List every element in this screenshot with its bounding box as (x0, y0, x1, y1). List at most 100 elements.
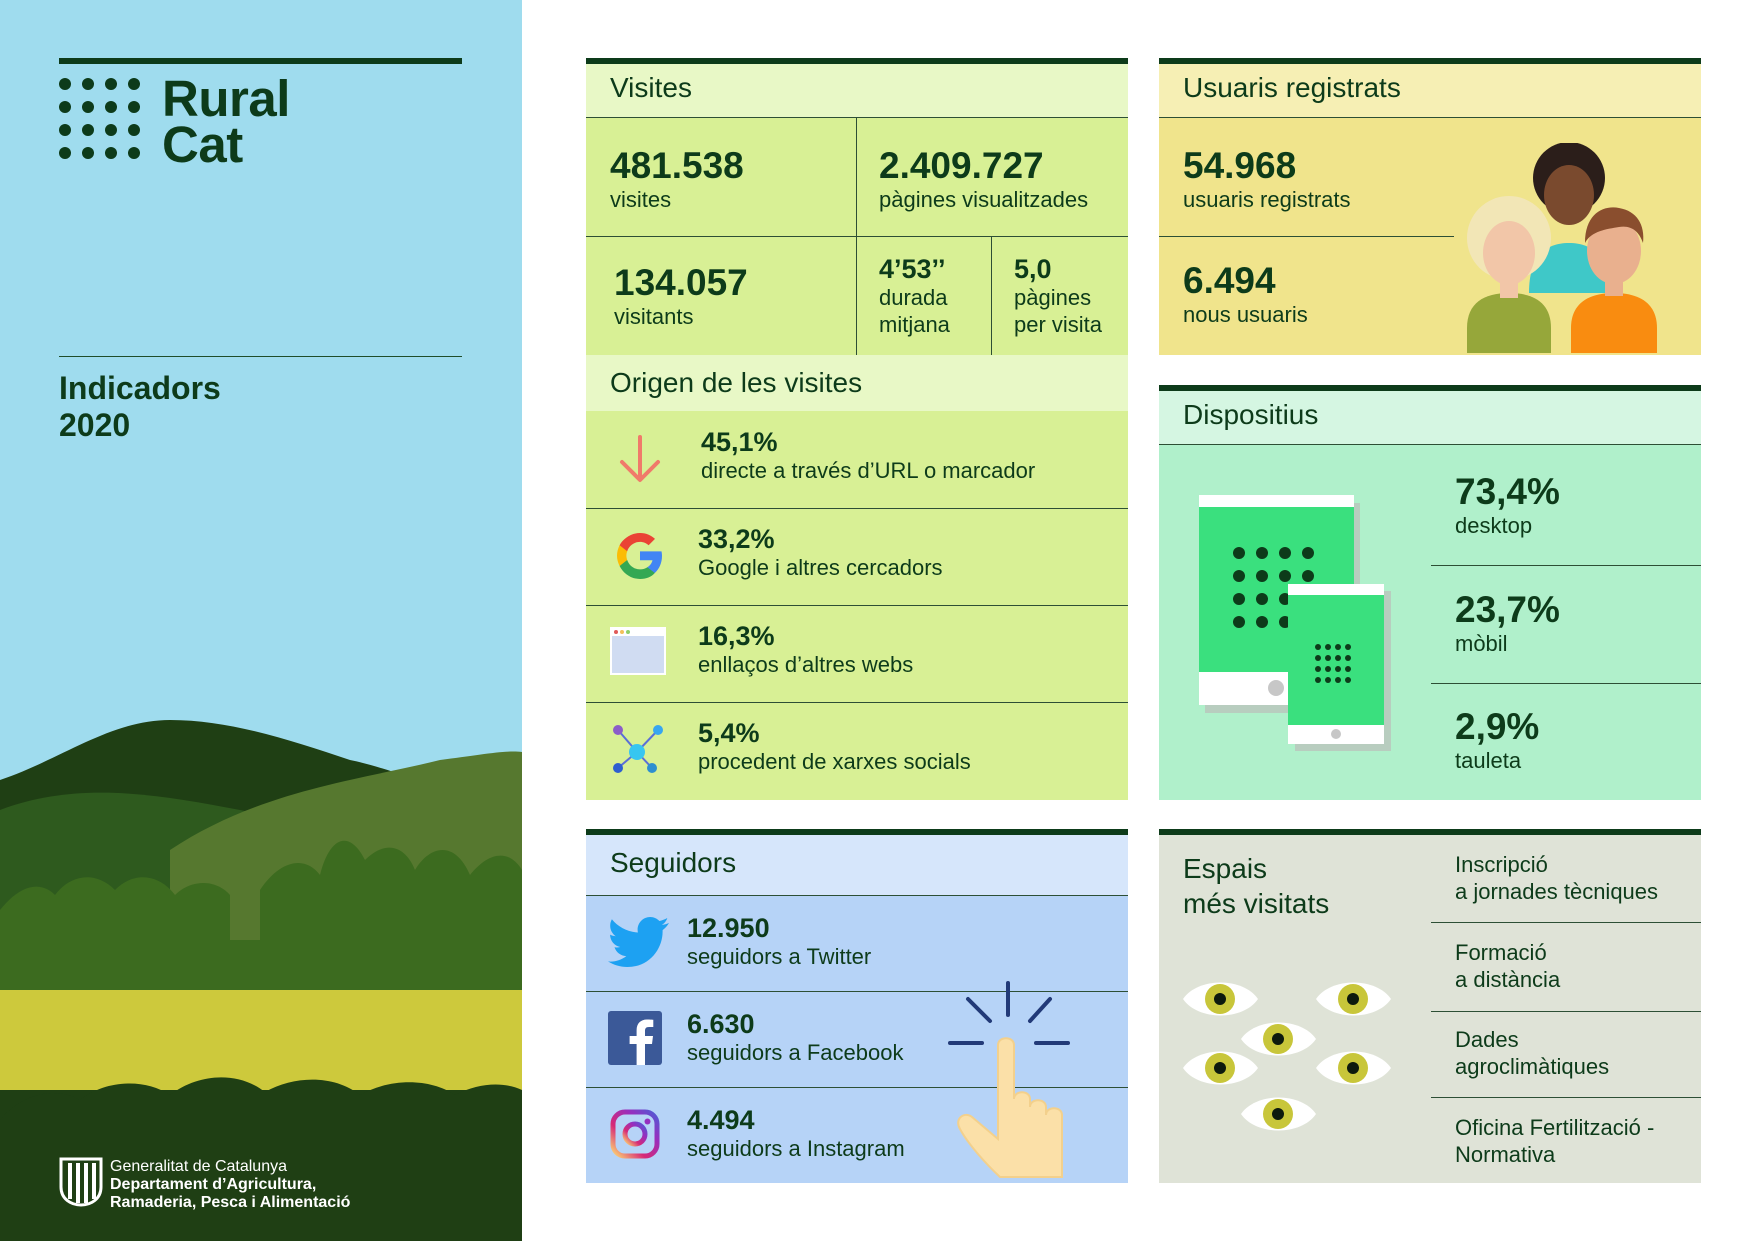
divider (1431, 1011, 1701, 1012)
footer-line-3: Ramaderia, Pesca i Alimentació (110, 1194, 351, 1211)
espai-line-1: Oficina Fertilització - (1455, 1115, 1655, 1140)
divider (586, 117, 1128, 118)
origen-title: Origen de les visites (610, 367, 863, 398)
espais-card: Espais més visitats Inscripció a jornade… (1159, 829, 1701, 1183)
divider (586, 508, 1128, 509)
report-title-text: Indicadors (59, 370, 221, 406)
facebook-icon (608, 1011, 662, 1065)
origen-row: 5,4% procedent de xarxes socials (586, 702, 1128, 800)
device-value: 2,9% (1455, 706, 1540, 747)
ppv-label-1: pàgines (1014, 285, 1092, 310)
new-users-value: 6.494 (1183, 260, 1276, 301)
divider (1159, 444, 1701, 445)
espai-item: Inscripció a jornades tècniques (1455, 851, 1658, 905)
origen-label: Google i altres cercadors (698, 555, 943, 580)
visites-header (586, 64, 1128, 117)
pointing-hand-icon (948, 981, 1070, 1178)
arrow-down-icon (620, 435, 660, 482)
origen-row: 33,2% Google i altres cercadors (586, 508, 1128, 605)
duration-label-1: durada (879, 285, 948, 310)
registered-stat: 54.968 usuaris registrats (1183, 146, 1351, 213)
duration-value: 4’53’’ (879, 254, 946, 284)
device-label: desktop (1455, 513, 1533, 538)
espai-line-1: Dades (1455, 1027, 1519, 1052)
eyes-illustration (1183, 982, 1391, 1131)
divider (586, 605, 1128, 606)
visits-value: 481.538 (610, 145, 744, 186)
follower-label: seguidors a Instagram (687, 1136, 905, 1161)
divider (1431, 683, 1701, 684)
pages-value: 2.409.727 (879, 145, 1044, 186)
devices-illustration (1199, 495, 1391, 751)
logo-line-1: Rural (162, 70, 290, 127)
follower-value: 6.630 (687, 1009, 755, 1039)
espai-item: Dades agroclimàtiques (1455, 1026, 1609, 1080)
origen-value: 33,2% (698, 524, 775, 554)
follower-value: 4.494 (687, 1105, 755, 1135)
new-users-label: nous usuaris (1183, 302, 1308, 327)
divider (1159, 236, 1454, 237)
google-icon (617, 533, 662, 579)
visites-card: Visites 481.538 visites 2.409.727 pàgine… (586, 58, 1128, 800)
divider (586, 1087, 1128, 1088)
espai-item: Oficina Fertilització - Normativa (1455, 1114, 1654, 1168)
generalitat-footer: Generalitat de Catalunya Departament d’A… (110, 1158, 350, 1212)
follower-row: 4.494 seguidors a Instagram (586, 1087, 1128, 1183)
footer-line-1: Generalitat de Catalunya (110, 1158, 287, 1175)
left-panel: Rural Cat Indicadors 2020 Generalitat de… (0, 0, 522, 1241)
left-divider (59, 356, 462, 357)
landscape-illustration (0, 720, 522, 1241)
ppv-label-2: per visita (1014, 312, 1103, 337)
instagram-icon (610, 1109, 660, 1159)
dispositius-header (1159, 391, 1701, 444)
follower-row: 6.630 seguidors a Facebook (586, 991, 1128, 1087)
device-label: mòbil (1455, 631, 1508, 656)
footer-line-2: Departament d’Agricultura, (110, 1176, 317, 1193)
divider (586, 702, 1128, 703)
origen-row: 16,3% enllaços d’altres webs (586, 605, 1128, 702)
divider (1431, 1097, 1701, 1098)
espai-line-2: a distància (1455, 967, 1561, 992)
device-value: 23,7% (1455, 589, 1560, 630)
new-users-stat: 6.494 nous usuaris (1183, 261, 1308, 328)
usuaris-card: Usuaris registrats 54.968 usuaris regist… (1159, 58, 1701, 355)
visits-stat: 481.538 visites (610, 146, 744, 213)
visitors-stat: 134.057 visitants (614, 263, 748, 330)
espai-line-1: Inscripció (1455, 852, 1548, 877)
follower-value: 12.950 (687, 913, 770, 943)
logo-line-2: Cat (162, 116, 243, 173)
device-stat: 23,7% mòbil (1455, 590, 1560, 657)
origen-value: 45,1% (701, 427, 778, 457)
pages-label: pàgines visualitzades (879, 187, 1089, 212)
visites-title: Visites (610, 72, 692, 103)
espai-line-2: agroclimàtiques (1455, 1054, 1610, 1079)
divider (1431, 565, 1701, 566)
espais-title-line-1: Espais (1183, 853, 1268, 884)
device-stat: 2,9% tauleta (1455, 707, 1539, 774)
origen-row: 45,1% directe a través d’URL o marcador (586, 411, 1128, 508)
card-topbar (586, 58, 1128, 64)
card-topbar (1159, 829, 1701, 835)
pages-stat: 2.409.727 pàgines visualitzades (879, 146, 1088, 213)
generalitat-logo-icon (59, 1157, 103, 1207)
report-year: 2020 (59, 407, 131, 443)
divider (1431, 922, 1701, 923)
ppv-value: 5,0 (1014, 254, 1052, 284)
ruralcat-logo-dots-icon (59, 78, 140, 159)
twitter-icon (608, 917, 669, 967)
espai-item: Formació a distància (1455, 939, 1560, 993)
espai-line-1: Formació (1455, 940, 1547, 965)
visits-label: visites (610, 187, 672, 212)
origen-header (586, 355, 1128, 411)
seguidors-title: Seguidors (610, 847, 737, 878)
origen-value: 5,4% (698, 718, 760, 748)
divider (991, 236, 992, 355)
network-icon (613, 725, 663, 773)
visitors-value: 134.057 (614, 262, 748, 303)
device-label: tauleta (1455, 748, 1522, 773)
dispositius-title: Dispositius (1183, 399, 1319, 430)
logo-rule (59, 58, 462, 64)
device-value: 73,4% (1455, 471, 1560, 512)
ruralcat-logo-text: Rural Cat (162, 70, 290, 173)
origen-label: directe a través d’URL o marcador (701, 458, 1036, 483)
